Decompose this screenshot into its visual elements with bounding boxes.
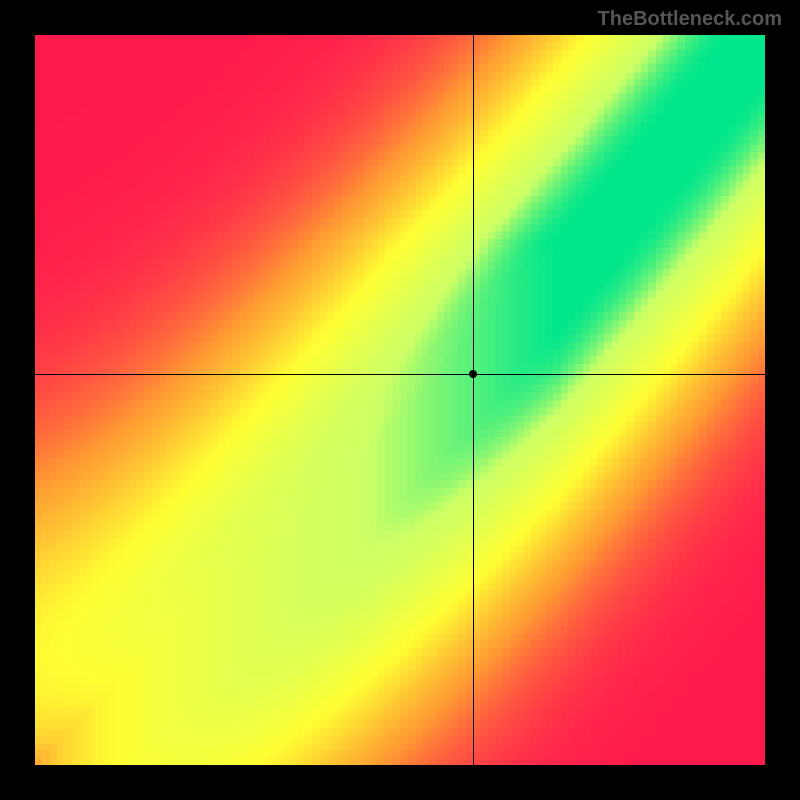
heatmap-frame [35, 35, 765, 765]
watermark-text: TheBottleneck.com [598, 8, 782, 31]
crosshair-horizontal [35, 374, 765, 375]
heatmap-canvas [35, 35, 765, 765]
crosshair-marker [469, 370, 477, 378]
crosshair-vertical [473, 35, 474, 765]
